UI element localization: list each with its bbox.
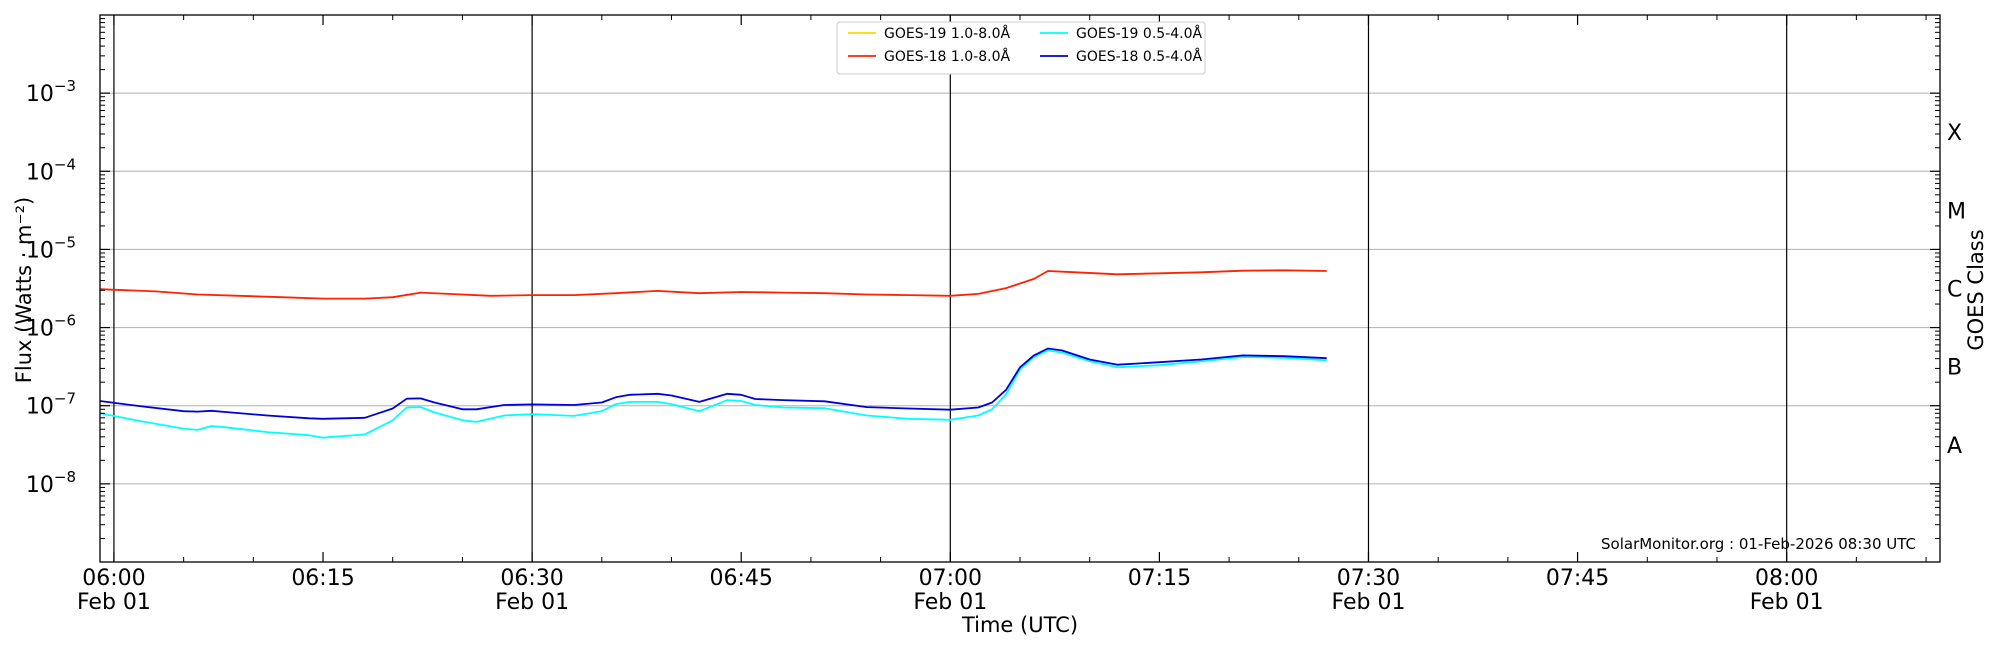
x-tick-label: 08:00 — [1755, 566, 1818, 591]
goes-class-label: B — [1947, 356, 1962, 381]
x-tick-label: 06:30 — [500, 566, 563, 591]
x-tick-date-label: Feb 01 — [1332, 590, 1406, 615]
y-tick-label: 10−4 — [26, 155, 76, 185]
grid-layer — [100, 92, 1940, 485]
x-tick-label: 06:15 — [291, 566, 354, 591]
goes-class-label: C — [1947, 278, 1962, 303]
x-tick-date-label: Feb 01 — [913, 590, 987, 615]
x-tick-label: 07:45 — [1546, 566, 1609, 591]
goes-class-label: X — [1947, 121, 1962, 146]
legend-label: GOES-18 1.0-8.0Å — [884, 48, 1010, 65]
legend-label: GOES-19 0.5-4.0Å — [1076, 25, 1202, 42]
x-tick-date-label: Feb 01 — [77, 590, 151, 615]
series-line-2 — [99, 349, 1327, 439]
x-tick-label: 06:00 — [82, 566, 145, 591]
y-tick-label: 10−5 — [26, 233, 76, 263]
vertical-lines — [113, 15, 1788, 562]
y-tick-label: 10−6 — [26, 312, 76, 342]
series-line-1 — [99, 269, 1327, 300]
legend-label: GOES-19 1.0-8.0Å — [884, 25, 1010, 42]
y-tick-label: 10−3 — [26, 77, 76, 107]
series-layer — [99, 269, 1327, 439]
x-axis-label: Time (UTC) — [961, 613, 1078, 637]
legend: GOES-19 1.0-8.0Å GOES-18 1.0-8.0Å GOES-19 … — [836, 21, 1206, 75]
goes-class-axis-label: GOES Class — [1964, 229, 1988, 350]
x-tick-label: 07:30 — [1337, 566, 1400, 591]
series-line-3 — [99, 347, 1327, 420]
goes-class-label: A — [1947, 434, 1962, 459]
x-tick-label: 06:45 — [710, 566, 773, 591]
credit-text: SolarMonitor.org : 01-Feb-2026 08:30 UTC — [1601, 535, 1916, 553]
x-tick-label: 07:15 — [1128, 566, 1191, 591]
y-axis-label: Flux (Watts · m⁻²) — [12, 197, 36, 383]
tick-layer — [100, 15, 1940, 562]
x-tick-date-label: Feb 01 — [495, 590, 569, 615]
plot-frame — [99, 14, 1941, 563]
x-tick-label: 07:00 — [919, 566, 982, 591]
legend-box — [836, 21, 1206, 75]
y-tick-label: 10−7 — [26, 390, 76, 420]
y-tick-label: 10−8 — [26, 468, 76, 498]
legend-label: GOES-18 0.5-4.0Å — [1076, 48, 1202, 65]
x-tick-date-label: Feb 01 — [1750, 590, 1824, 615]
goes-class-label: M — [1947, 199, 1966, 224]
